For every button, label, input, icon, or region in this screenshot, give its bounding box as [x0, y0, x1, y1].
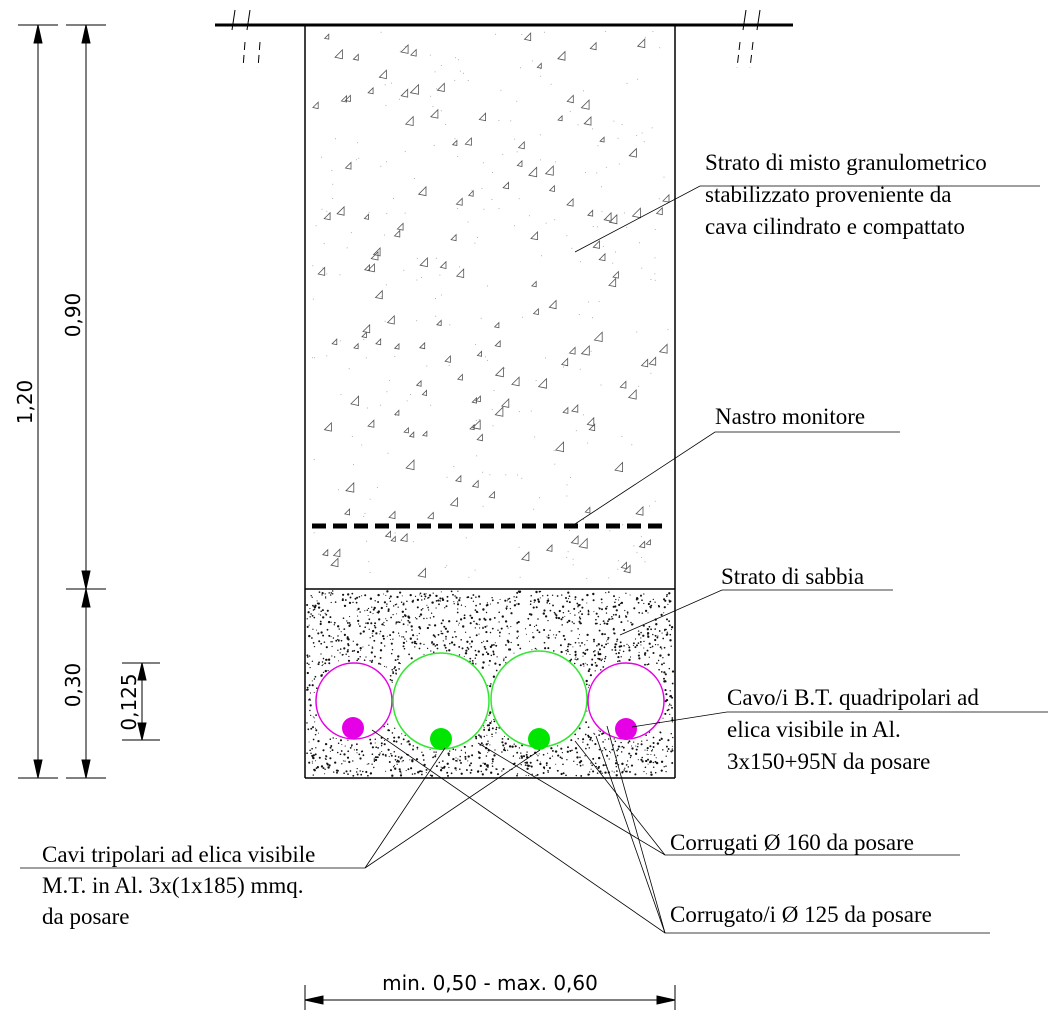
label-misto-line1: Strato di misto granulometrico — [705, 150, 987, 175]
dimension-total-depth — [18, 24, 58, 779]
label-strato-sabbia: Strato di sabbia — [721, 564, 864, 589]
dimension-sand-depth-value: 0,30 — [61, 663, 85, 708]
dimension-pipe-height-value: 0,125 — [117, 673, 141, 730]
break-mark-left — [231, 9, 261, 69]
dimension-fill-depth-value: 0,90 — [61, 293, 85, 338]
cable-bt-right — [615, 718, 637, 740]
dimension-fill-depth — [66, 24, 106, 590]
label-corrugati-125: Corrugato/i Ø 125 da posare — [670, 902, 932, 927]
dimension-pipe-height — [122, 662, 160, 741]
label-cavi-mt-line3: da posare — [42, 904, 130, 929]
label-cavi-mt-line1: Cavi tripolari ad elica visibile — [42, 842, 315, 867]
dimension-width-value: min. 0,50 - max. 0,60 — [382, 971, 598, 995]
break-mark-right — [736, 9, 761, 69]
label-nastro-monitore: Nastro monitore — [715, 404, 865, 429]
label-corrugati-160: Corrugati Ø 160 da posare — [670, 830, 914, 855]
dimension-width — [304, 985, 676, 1010]
label-cavi-mt-line2: M.T. in Al. 3x(1x185) mmq. — [42, 873, 304, 898]
aggregate-fill-pattern — [312, 30, 670, 579]
label-misto-line3: cava cilindrato e compattato — [705, 214, 965, 239]
label-misto-line2: stabilizzato proveniente da — [705, 182, 952, 207]
label-cavo-bt-line1: Cavo/i B.T. quadripolari ad — [727, 685, 979, 710]
trench-outline — [304, 25, 676, 779]
label-cavo-bt-line2: elica visibile in Al. — [727, 717, 901, 742]
pipe-125-left — [315, 662, 393, 740]
cable-mt-right — [528, 728, 550, 750]
sand-fill-pattern — [306, 590, 675, 777]
label-cavo-bt-line3: 3x150+95N da posare — [727, 749, 930, 774]
cable-bt-left — [342, 717, 364, 739]
dimension-total-depth-value: 1,20 — [13, 380, 37, 425]
cable-mt-left — [430, 728, 452, 750]
leader-lines — [20, 185, 1048, 934]
dimension-sand-depth — [66, 588, 106, 779]
